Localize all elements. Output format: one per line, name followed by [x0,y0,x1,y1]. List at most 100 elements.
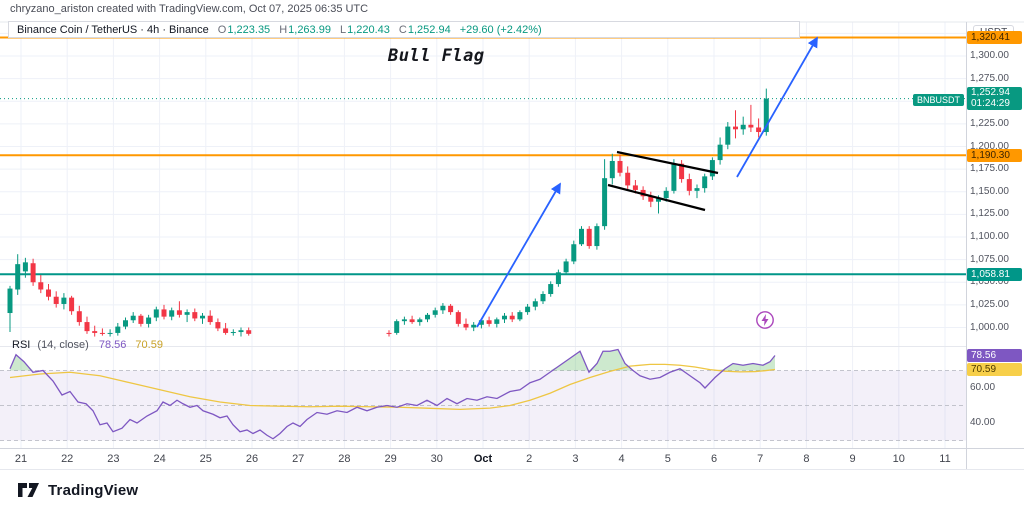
tradingview-logo-icon [18,483,39,497]
price-tick-label: 1,225.00 [970,117,1009,129]
candle [107,329,113,337]
candle [38,275,44,294]
current-price-value: 1,252.94 [971,87,1010,98]
time-tick-label: 7 [757,453,764,465]
candle [401,316,407,325]
candle [153,306,159,322]
high-label: H [279,23,288,36]
flag-trendline[interactable] [616,150,719,175]
candle [694,184,700,199]
candle [532,298,538,311]
boost-lightning-icon[interactable] [755,310,775,330]
candle [169,307,175,321]
rsi-ma-current-value: 70.59 [135,339,163,351]
countdown-timer: 01:24:29 [971,98,1010,109]
price-tick-label: 1,200.00 [970,140,1009,152]
candle [223,322,229,335]
candle [586,226,592,249]
candle [525,303,531,315]
candle [215,318,221,332]
candle [46,284,51,301]
candle [609,153,615,185]
support-price-badge: 1,058.81 [967,268,1022,281]
price-tick-label: 1,025.00 [970,298,1009,310]
rsi-ma-badge: 70.59 [967,363,1022,376]
price-tick-label: 1,275.00 [970,72,1009,84]
price-tick-label: 1,050.00 [970,276,1009,288]
candle [509,312,515,323]
candle [176,301,182,318]
price-tick-label: 1,075.00 [970,253,1009,265]
candle [717,137,723,165]
candle [709,157,715,180]
candlestick-series [7,88,769,337]
tradingview-wordmark: TradingView [48,481,139,499]
time-tick-label: 21 [14,453,28,465]
bull-flag-annotation: Bull Flag [388,46,485,66]
candle [686,173,692,196]
candle [15,254,21,295]
time-tick-label: Oct [473,453,493,465]
rsi-indicator-legend[interactable]: RSI (14, close) 78.56 70.59 [12,339,163,351]
candle [84,316,90,334]
low-label: L [339,23,347,36]
candle [748,104,754,133]
candle [230,329,236,336]
candle [502,313,507,323]
open-value: 1,223.35 [227,23,271,36]
lightning-bolt-glyph [761,314,769,326]
candle [30,258,36,286]
candle [555,269,561,287]
candle [123,317,128,330]
candle [617,154,623,177]
candle [471,322,477,332]
candle [702,173,708,193]
candle [756,118,762,138]
price-tick-label: 1,300.00 [970,50,1009,61]
candle [184,309,190,323]
time-tick-label: 6 [710,453,718,465]
candle [200,313,205,324]
time-tick-label: 2 [526,453,533,465]
flag-drawing[interactable] [476,36,818,328]
flag-trendline[interactable] [607,183,706,212]
time-tick-label: 24 [153,453,166,465]
trend-arrow[interactable] [736,36,818,178]
candle [579,226,584,247]
footer-logo[interactable]: TradingView [16,480,138,500]
attribution-text: chryzano_ariston created with TradingVie… [10,3,369,15]
candle [130,312,136,323]
candle [448,303,454,315]
price-tick-label: 1,150.00 [970,185,1009,197]
candle [115,322,121,336]
candle [386,330,392,337]
candle [486,316,492,327]
candle [440,303,446,314]
rsi-ma-line [9,363,776,411]
time-tick-label: 8 [803,453,810,465]
ohlc-close: C1,252.94 [399,24,451,36]
rsi-current-value: 78.56 [98,339,127,351]
candle [409,315,415,324]
rsi-pane [0,348,966,441]
candle [161,304,167,320]
time-tick-label: 10 [892,453,905,465]
trend-arrow[interactable] [476,182,561,328]
ohlc-open: O1,223.35 [218,24,270,36]
time-tick-label: 27 [292,453,305,465]
candle [594,223,600,250]
change-value: +29.60 (+2.42%) [459,23,542,36]
symbol-legend-bar[interactable]: Binance Coin / TetherUS · 4h · Binance O… [8,21,800,38]
candle [740,116,746,135]
candle [146,314,152,328]
rsi-tick-label: 40.00 [970,417,996,428]
candle [99,328,105,336]
candle [425,313,430,323]
candle [207,310,213,325]
price-tick-label: 1,000.00 [970,321,1009,333]
close-label: C [398,23,407,36]
candle [725,122,731,150]
candle [7,285,13,333]
rsi-overbought-fill [10,349,775,371]
